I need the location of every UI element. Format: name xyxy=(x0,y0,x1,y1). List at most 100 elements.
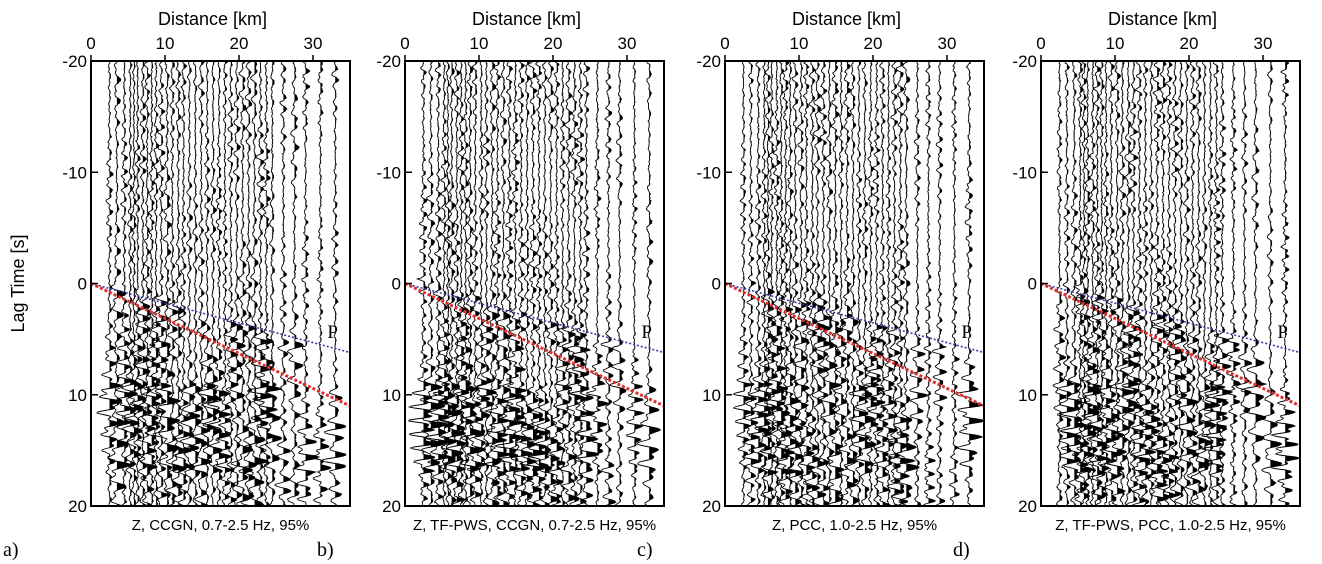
seismic-trace xyxy=(148,61,163,506)
trace-fill xyxy=(254,61,268,506)
seismic-trace xyxy=(227,61,247,506)
seismic-trace xyxy=(286,61,304,506)
seismic-trace xyxy=(1203,61,1219,506)
y-tick-label: 0 xyxy=(392,275,401,294)
seismic-trace xyxy=(438,61,458,506)
seismic-trace xyxy=(475,61,498,506)
y-tick-label: -20 xyxy=(696,52,721,71)
seismic-trace xyxy=(263,61,283,506)
seismic-trace xyxy=(114,61,137,506)
seismic-trace xyxy=(1174,61,1200,506)
seismic-trace xyxy=(493,61,524,506)
seismic-trace xyxy=(759,61,780,506)
seismic-trace xyxy=(504,61,527,506)
trace-fill xyxy=(447,61,457,506)
seismic-trace xyxy=(482,61,512,506)
seismic-trace xyxy=(636,61,661,506)
seismic-trace xyxy=(407,61,437,506)
y-tick-label: 20 xyxy=(68,497,87,516)
phase-label: P xyxy=(327,322,338,343)
panel-2: 0 10 20 30 -20 -10 0 10 20 Distance [km] P Z, TF-PW… xyxy=(317,9,665,561)
y-tick-label: 10 xyxy=(382,386,401,405)
panel-caption: Z, PCC, 1.0-2.5 Hz, 95% xyxy=(772,517,937,534)
x-axis-title: Distance [km] xyxy=(158,9,267,29)
trace-fill xyxy=(556,61,565,506)
trace-fill xyxy=(939,61,947,506)
seismic-trace xyxy=(223,61,239,506)
trace-fill xyxy=(260,61,273,506)
seismic-trace xyxy=(151,61,173,506)
trace-fill xyxy=(521,61,533,506)
phase-label: P xyxy=(1277,322,1288,343)
seismic-trace xyxy=(564,61,586,506)
x-axis-title: Distance [km] xyxy=(1108,9,1217,29)
trace-fill xyxy=(608,61,616,506)
seismic-trace xyxy=(459,61,484,506)
x-tick-label: 20 xyxy=(230,34,249,53)
y-tick-label: 10 xyxy=(1018,386,1037,405)
y-tick-label: 0 xyxy=(78,275,87,294)
seismic-trace xyxy=(243,61,268,506)
seismic-trace xyxy=(1110,61,1137,506)
trace-fill xyxy=(758,61,770,506)
seismic-trace xyxy=(128,61,147,506)
seismic-trace xyxy=(1189,61,1211,506)
seismic-trace xyxy=(165,61,181,506)
trace-fill xyxy=(283,61,291,506)
panel-1: 0 10 20 30 -20 -10 0 10 20 Distance [km] Lag Time … xyxy=(3,9,351,561)
trace-fill xyxy=(864,61,877,506)
trace-fill xyxy=(619,61,626,506)
seismic-trace xyxy=(948,61,961,506)
trace-fill xyxy=(438,61,450,506)
seismic-trace xyxy=(472,61,490,506)
seismic-trace xyxy=(309,61,332,506)
phase-label: P xyxy=(961,322,972,343)
seismic-trace xyxy=(1128,61,1151,506)
x-tick-label: 20 xyxy=(864,34,883,53)
seismic-trace xyxy=(1121,61,1144,506)
x-tick-label: 30 xyxy=(938,34,957,53)
trace-fill xyxy=(1145,61,1156,506)
seismic-trace xyxy=(419,61,448,506)
seismic-trace xyxy=(814,61,832,506)
seismic-trace xyxy=(453,61,470,506)
trace-fill xyxy=(320,61,331,506)
panel-caption: Z, TF-PWS, CCGN, 0.7-2.5 Hz, 95% xyxy=(413,517,656,534)
seismic-trace xyxy=(179,61,201,506)
seismic-trace xyxy=(1165,61,1184,506)
seismic-trace xyxy=(206,61,232,506)
trace-fill xyxy=(634,61,644,506)
seismic-trace xyxy=(771,61,793,506)
seismic-trace xyxy=(123,61,145,506)
seismic-trace xyxy=(1240,61,1268,506)
seismic-trace xyxy=(1144,61,1169,506)
x-tick-label: 0 xyxy=(720,34,729,53)
trace-fill xyxy=(817,61,827,506)
panel-4: 0 10 20 30 -20 -10 0 10 20 Distance [km] P Z, TF-PW… xyxy=(953,9,1301,561)
y-tick-label: 0 xyxy=(712,275,721,294)
seismic-trace xyxy=(573,61,600,506)
trace-fill xyxy=(835,61,844,506)
seismic-trace xyxy=(246,61,274,506)
seismic-trace xyxy=(1224,61,1242,506)
trace-fill xyxy=(172,61,181,506)
seismic-trace xyxy=(274,61,292,506)
trace-fill xyxy=(515,61,527,506)
panel-3: 0 10 20 30 -20 -10 0 10 20 Distance [km] P Z, PCC, … xyxy=(637,9,985,561)
trace-fill xyxy=(475,61,486,506)
seismic-trace xyxy=(454,61,477,506)
moveout-line xyxy=(405,282,664,354)
y-tick-label: 20 xyxy=(702,497,721,516)
seismic-trace xyxy=(494,61,512,506)
seismic-trace xyxy=(187,61,213,506)
x-tick-label: 20 xyxy=(1180,34,1199,53)
seismic-trace xyxy=(767,61,789,506)
y-tick-label: -20 xyxy=(62,52,87,71)
seismic-trace xyxy=(1185,61,1200,506)
seismic-trace xyxy=(120,61,140,506)
seismic-trace xyxy=(1172,61,1188,506)
y-tick-label: 0 xyxy=(1028,275,1037,294)
x-axis-title: Distance [km] xyxy=(472,9,581,29)
seismic-trace xyxy=(886,61,903,506)
seismic-trace xyxy=(545,61,566,506)
